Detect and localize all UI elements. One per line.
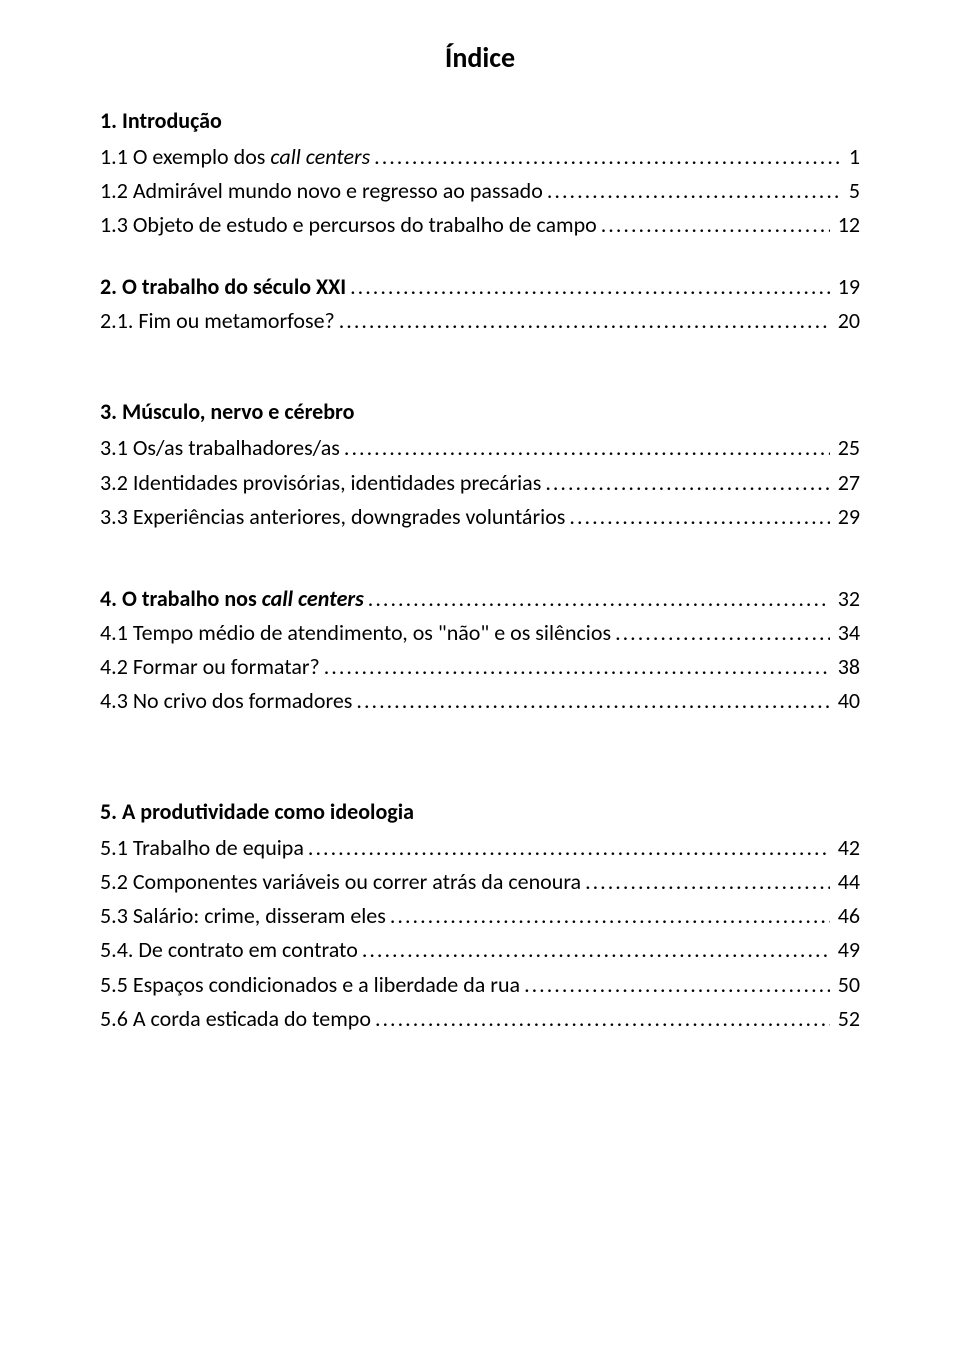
toc-2-1: 2.1. Fim ou metamorfose? 20 — [100, 304, 860, 338]
leader — [524, 968, 830, 1002]
toc-5-3-label: 5.3 Salário: crime, disseram eles — [100, 899, 386, 933]
section-1-head-text: 1. Introdução — [100, 107, 222, 134]
toc-3-3-label: 3.3 Experiências anteriores, downgrades … — [100, 500, 565, 534]
toc-1-2-page: 5 — [845, 174, 860, 208]
leader — [368, 582, 830, 616]
leader — [547, 174, 841, 208]
section-4-head-label: 4. O trabalho nos call centers — [100, 582, 364, 616]
toc-page: Índice 1. Introdução 1.1 O exemplo dos c… — [0, 0, 960, 1354]
toc-1-2: 1.2 Admirável mundo novo e regresso ao p… — [100, 174, 860, 208]
leader — [569, 500, 829, 534]
toc-3-2-label: 3.2 Identidades provisórias, identidades… — [100, 466, 541, 500]
toc-2-1-page: 20 — [834, 304, 860, 338]
leader — [375, 1002, 830, 1036]
toc-4-1-page: 34 — [834, 616, 860, 650]
toc-1-1-italic: call centers — [270, 143, 370, 170]
section-4-head-pre: 4. O trabalho nos — [100, 585, 262, 612]
toc-3-2-page: 27 — [834, 466, 860, 500]
section-4-page: 32 — [834, 582, 860, 616]
leader — [585, 865, 830, 899]
section-2-page: 19 — [834, 270, 860, 304]
section-3-head-text: 3. Músculo, nervo e cérebro — [100, 398, 354, 425]
toc-5-2: 5.2 Componentes variáveis ou correr atrá… — [100, 865, 860, 899]
leader — [601, 208, 830, 242]
page-title: Índice — [100, 40, 860, 75]
section-3-head: 3. Músculo, nervo e cérebro — [100, 398, 860, 425]
toc-2-1-label: 2.1. Fim ou metamorfose? — [100, 304, 335, 338]
toc-5-6-label: 5.6 A corda esticada do tempo — [100, 1002, 371, 1036]
section-1-head: 1. Introdução — [100, 107, 860, 134]
section-5-head: 5. A produtividade como ideologia — [100, 798, 860, 825]
toc-4-2-label: 4.2 Formar ou formatar? — [100, 650, 320, 684]
toc-5-1-page: 42 — [834, 831, 860, 865]
toc-1-3-page: 12 — [834, 208, 860, 242]
toc-5-6: 5.6 A corda esticada do tempo 52 — [100, 1002, 860, 1036]
leader — [308, 831, 830, 865]
leader — [390, 899, 830, 933]
toc-5-1-label: 5.1 Trabalho de equipa — [100, 831, 304, 865]
toc-5-2-label: 5.2 Componentes variáveis ou correr atrá… — [100, 865, 581, 899]
toc-3-3-page: 29 — [834, 500, 860, 534]
toc-5-1: 5.1 Trabalho de equipa 42 — [100, 831, 860, 865]
section-2-head-text: 2. O trabalho do século XXI — [100, 270, 346, 304]
leader — [344, 431, 830, 465]
leader — [350, 270, 830, 304]
toc-4-3-page: 40 — [834, 684, 860, 718]
toc-5-4-label: 5.4. De contrato em contrato — [100, 933, 358, 967]
leader — [374, 140, 841, 174]
toc-5-5-page: 50 — [834, 968, 860, 1002]
toc-1-1-pre: 1.1 O exemplo dos — [100, 143, 270, 170]
leader — [615, 616, 830, 650]
toc-1-3: 1.3 Objeto de estudo e percursos do trab… — [100, 208, 860, 242]
toc-4-1: 4.1 Tempo médio de atendimento, os "não"… — [100, 616, 860, 650]
toc-3-1-label: 3.1 Os/as trabalhadores/as — [100, 431, 340, 465]
toc-4-3: 4.3 No crivo dos formadores 40 — [100, 684, 860, 718]
toc-1-2-label: 1.2 Admirável mundo novo e regresso ao p… — [100, 174, 543, 208]
toc-1-1: 1.1 O exemplo dos call centers 1 — [100, 140, 860, 174]
toc-3-1-page: 25 — [834, 431, 860, 465]
toc-5-4: 5.4. De contrato em contrato 49 — [100, 933, 860, 967]
section-4-head-italic: call centers — [262, 585, 364, 612]
toc-5-3: 5.3 Salário: crime, disseram eles 46 — [100, 899, 860, 933]
toc-4-2-page: 38 — [834, 650, 860, 684]
toc-4-1-label: 4.1 Tempo médio de atendimento, os "não"… — [100, 616, 611, 650]
toc-5-3-page: 46 — [834, 899, 860, 933]
toc-4-2: 4.2 Formar ou formatar? 38 — [100, 650, 860, 684]
leader — [545, 466, 829, 500]
leader — [362, 933, 830, 967]
toc-3-3: 3.3 Experiências anteriores, downgrades … — [100, 500, 860, 534]
toc-5-5: 5.5 Espaços condicionados e a liberdade … — [100, 968, 860, 1002]
leader — [356, 684, 829, 718]
toc-1-1-page: 1 — [845, 140, 860, 174]
section-4-head: 4. O trabalho nos call centers 32 — [100, 582, 860, 616]
leader — [324, 650, 830, 684]
toc-5-5-label: 5.5 Espaços condicionados e a liberdade … — [100, 968, 520, 1002]
toc-4-3-label: 4.3 No crivo dos formadores — [100, 684, 352, 718]
toc-3-2: 3.2 Identidades provisórias, identidades… — [100, 466, 860, 500]
toc-1-3-label: 1.3 Objeto de estudo e percursos do trab… — [100, 208, 597, 242]
toc-3-1: 3.1 Os/as trabalhadores/as 25 — [100, 431, 860, 465]
toc-5-4-page: 49 — [834, 933, 860, 967]
leader — [339, 304, 830, 338]
toc-5-2-page: 44 — [834, 865, 860, 899]
section-2-head: 2. O trabalho do século XXI 19 — [100, 270, 860, 304]
toc-1-1-label: 1.1 O exemplo dos call centers — [100, 140, 370, 174]
section-5-head-text: 5. A produtividade como ideologia — [100, 798, 414, 825]
toc-5-6-page: 52 — [834, 1002, 860, 1036]
